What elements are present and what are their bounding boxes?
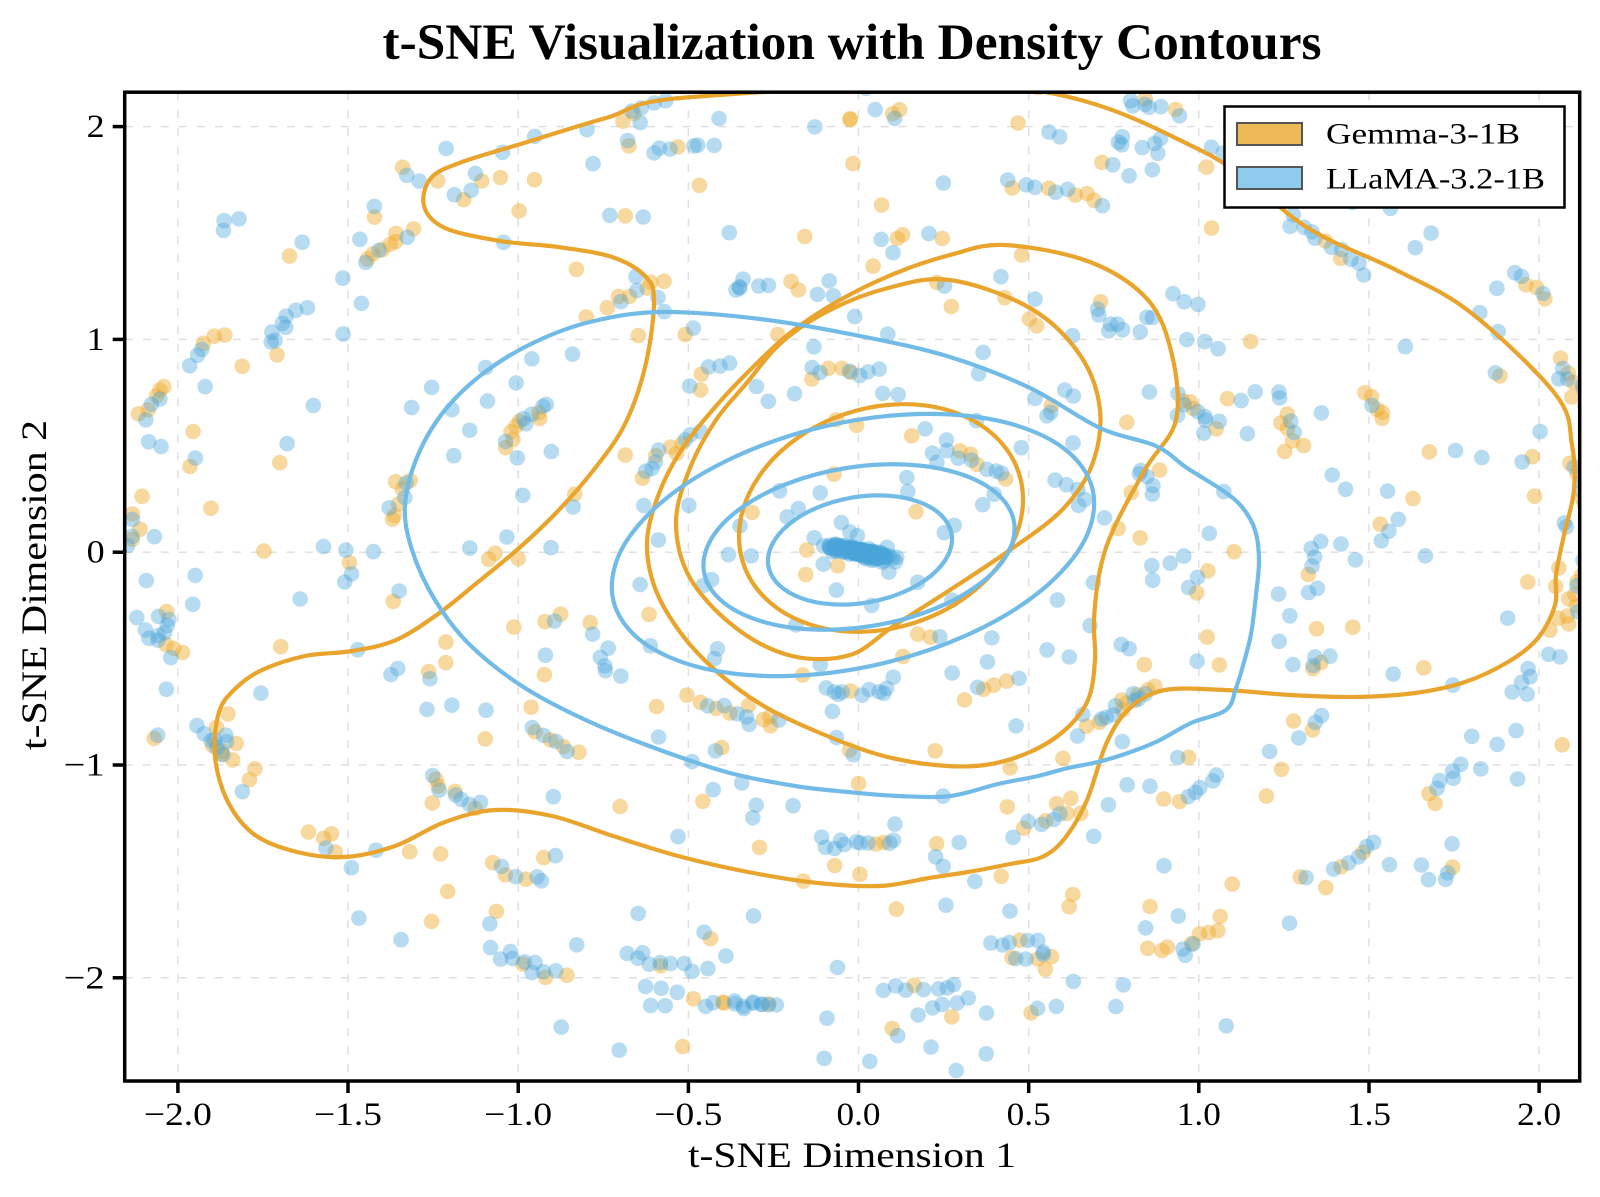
svg-text:t-SNE Dimension 1: t-SNE Dimension 1 [688, 1135, 1016, 1175]
svg-text:−2.0: −2.0 [144, 1097, 212, 1133]
svg-text:1.0: 1.0 [1177, 1097, 1221, 1133]
svg-text:0.0: 0.0 [837, 1097, 881, 1133]
svg-text:t-SNE Dimension 2: t-SNE Dimension 2 [14, 420, 54, 750]
svg-text:1.5: 1.5 [1347, 1097, 1391, 1133]
svg-text:2.0: 2.0 [1517, 1097, 1561, 1133]
svg-text:−0.5: −0.5 [654, 1097, 722, 1133]
svg-text:LLaMA-3.2-1B: LLaMA-3.2-1B [1326, 163, 1545, 196]
svg-text:−1.5: −1.5 [314, 1097, 382, 1133]
svg-text:Gemma-3-1B: Gemma-3-1B [1326, 118, 1520, 151]
svg-text:2: 2 [87, 109, 105, 145]
svg-text:−2: −2 [64, 960, 105, 996]
svg-text:0.5: 0.5 [1007, 1097, 1051, 1133]
svg-text:t-SNE Visualization with Densi: t-SNE Visualization with Density Contour… [383, 15, 1322, 71]
svg-text:−1.0: −1.0 [484, 1097, 552, 1133]
svg-text:0: 0 [87, 535, 105, 571]
svg-text:1: 1 [87, 322, 105, 358]
svg-text:−1: −1 [64, 748, 105, 784]
